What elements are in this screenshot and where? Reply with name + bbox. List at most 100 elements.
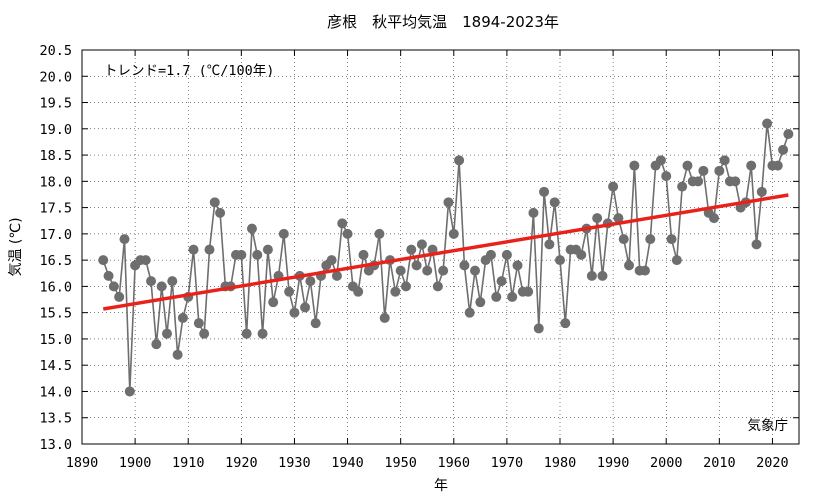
data-point <box>252 249 263 260</box>
data-point <box>284 286 295 297</box>
x-tick-label: 1990 <box>597 455 630 471</box>
credit-label: 気象庁 <box>748 418 789 434</box>
data-point <box>496 276 507 287</box>
data-point <box>549 197 560 208</box>
y-tick-label: 16.0 <box>39 279 72 295</box>
data-point <box>114 291 125 302</box>
data-point <box>119 234 130 245</box>
data-point <box>464 307 475 318</box>
series-line <box>102 123 790 392</box>
data-point <box>613 213 624 224</box>
data-point <box>146 276 157 287</box>
data-point <box>209 197 220 208</box>
data-point <box>161 328 172 339</box>
data-point <box>342 228 353 239</box>
x-tick-label: 1920 <box>225 455 258 471</box>
y-tick-label: 14.5 <box>39 358 72 374</box>
data-point <box>395 265 406 276</box>
data-point <box>501 249 512 260</box>
data-point <box>533 323 544 334</box>
data-point <box>358 249 369 260</box>
plot-frame <box>81 49 800 445</box>
data-point <box>709 213 720 224</box>
data-point <box>400 281 411 292</box>
y-axis-ticks: 13.0 13.5 14.0 14.5 15.0 15.5 16.0 16.5 17.0 17.5… <box>39 43 799 453</box>
data-point <box>671 255 682 266</box>
data-point <box>167 276 178 287</box>
x-tick-label: 1950 <box>384 455 417 471</box>
data-point <box>300 302 311 313</box>
data-point <box>353 286 364 297</box>
x-tick-label: 1910 <box>172 455 205 471</box>
trend-label: トレンド=1.7 (℃/100年) <box>104 63 274 79</box>
data-point <box>124 386 135 397</box>
data-point <box>156 281 167 292</box>
x-tick-label: 1970 <box>491 455 524 471</box>
data-point <box>411 260 422 271</box>
data-point <box>523 286 534 297</box>
data-point <box>475 297 486 308</box>
data-point <box>544 239 555 250</box>
data-point <box>639 265 650 276</box>
data-point <box>459 260 470 271</box>
data-point <box>778 144 789 155</box>
data-point <box>140 255 151 266</box>
data-point <box>772 160 783 171</box>
data-point <box>746 160 757 171</box>
y-tick-label: 17.5 <box>39 201 72 217</box>
x-axis-ticks: 1890 1900 1910 1920 1930 1940 1950 1960 1970 1980… <box>66 50 789 471</box>
x-axis-label: 年 <box>434 478 448 494</box>
data-series <box>98 118 794 397</box>
x-tick-label: 1930 <box>278 455 311 471</box>
data-point <box>204 244 215 255</box>
data-point <box>666 234 677 245</box>
data-point <box>751 239 762 250</box>
data-point <box>236 249 247 260</box>
data-point <box>756 186 767 197</box>
data-point <box>438 265 449 276</box>
data-point <box>608 181 619 192</box>
data-point <box>655 155 666 166</box>
data-point <box>714 165 725 176</box>
data-point <box>645 234 656 245</box>
data-point <box>177 312 188 323</box>
gridlines <box>82 50 799 444</box>
data-point <box>443 197 454 208</box>
y-tick-label: 19.0 <box>39 122 72 138</box>
y-axis-label: 気温 (℃) <box>8 217 24 276</box>
data-point <box>730 176 741 187</box>
data-point <box>719 155 730 166</box>
data-point <box>783 129 794 140</box>
data-point <box>576 249 587 260</box>
data-point <box>512 260 523 271</box>
data-point <box>172 349 183 360</box>
data-point <box>597 270 608 281</box>
data-point <box>507 291 518 302</box>
x-tick-label: 2020 <box>756 455 789 471</box>
data-point <box>485 249 496 260</box>
data-point <box>215 207 226 218</box>
y-tick-label: 13.5 <box>39 411 72 427</box>
data-point <box>624 260 635 271</box>
data-point <box>470 265 481 276</box>
data-point <box>406 244 417 255</box>
y-tick-label: 15.0 <box>39 332 72 348</box>
data-point <box>151 339 162 350</box>
data-point <box>592 213 603 224</box>
data-point <box>241 328 252 339</box>
y-tick-label: 20.5 <box>39 43 72 59</box>
x-tick-label: 1980 <box>544 455 577 471</box>
y-tick-label: 13.0 <box>39 437 72 453</box>
data-point <box>491 291 502 302</box>
data-point <box>528 207 539 218</box>
data-point <box>262 244 273 255</box>
y-tick-label: 16.5 <box>39 253 72 269</box>
data-point <box>108 281 119 292</box>
data-point <box>188 244 199 255</box>
y-tick-label: 15.5 <box>39 306 72 322</box>
y-tick-label: 18.5 <box>39 148 72 164</box>
data-point <box>331 270 342 281</box>
data-point <box>698 165 709 176</box>
data-point <box>278 228 289 239</box>
data-point <box>326 255 337 266</box>
